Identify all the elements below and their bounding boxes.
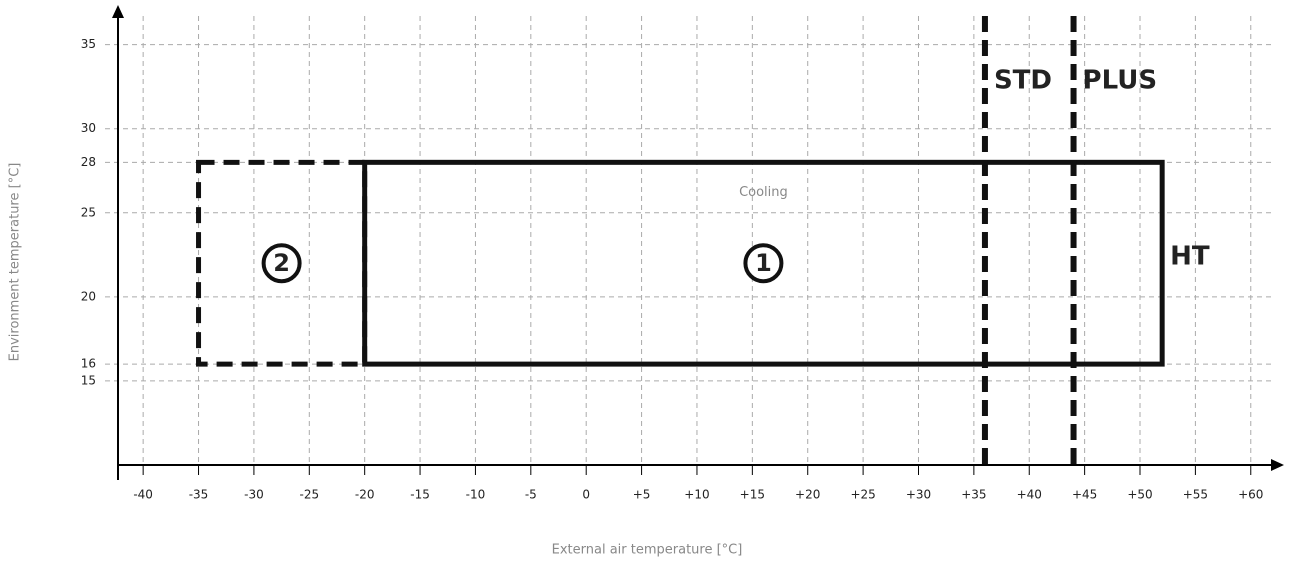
x-tick-label: -35 <box>189 488 209 502</box>
x-tick-label: +60 <box>1238 488 1263 502</box>
edge-label: HT <box>1170 242 1210 272</box>
x-tick-label: -25 <box>299 488 319 502</box>
x-tick-label: -30 <box>244 488 264 502</box>
x-tick-label: +40 <box>1017 488 1042 502</box>
x-tick-label: +15 <box>740 488 765 502</box>
y-tick-label: 20 <box>81 289 96 303</box>
region-number: 1 <box>755 249 772 277</box>
x-tick-label: +50 <box>1127 488 1152 502</box>
x-tick-label: +10 <box>684 488 709 502</box>
x-axis-arrow <box>1271 459 1284 471</box>
x-tick-label: +55 <box>1183 488 1208 502</box>
x-axis-title: External air temperature [°C] <box>552 543 743 558</box>
y-tick-label: 28 <box>81 155 96 169</box>
x-tick-label: -15 <box>410 488 430 502</box>
x-tick-label: +25 <box>850 488 875 502</box>
region-label: Cooling <box>739 185 788 200</box>
x-tick-label: -10 <box>466 488 486 502</box>
limit-label: STD <box>994 66 1052 96</box>
region-badge <box>743 243 784 284</box>
y-axis-arrow <box>112 5 124 18</box>
x-tick-label: -40 <box>133 488 153 502</box>
x-tick-label: +30 <box>906 488 931 502</box>
region-badge <box>261 243 302 284</box>
region-number: 2 <box>273 249 290 277</box>
x-tick-label: -5 <box>525 488 537 502</box>
x-tick-label: +35 <box>961 488 986 502</box>
limit-label: PLUS <box>1083 66 1158 96</box>
y-tick-label: 16 <box>81 357 96 371</box>
y-tick-label: 25 <box>81 205 96 219</box>
y-tick-label: 35 <box>81 37 96 51</box>
x-tick-label: 0 <box>582 488 590 502</box>
x-tick-label: +45 <box>1072 488 1097 502</box>
region <box>362 159 1165 367</box>
y-tick-label: 30 <box>81 121 96 135</box>
x-tick-label: +20 <box>795 488 820 502</box>
region <box>196 159 368 367</box>
x-tick-label: -20 <box>355 488 375 502</box>
x-tick-label: +5 <box>633 488 651 502</box>
y-tick-label: 15 <box>81 373 96 387</box>
y-axis-title: Environment temperature [°C] <box>8 163 23 362</box>
